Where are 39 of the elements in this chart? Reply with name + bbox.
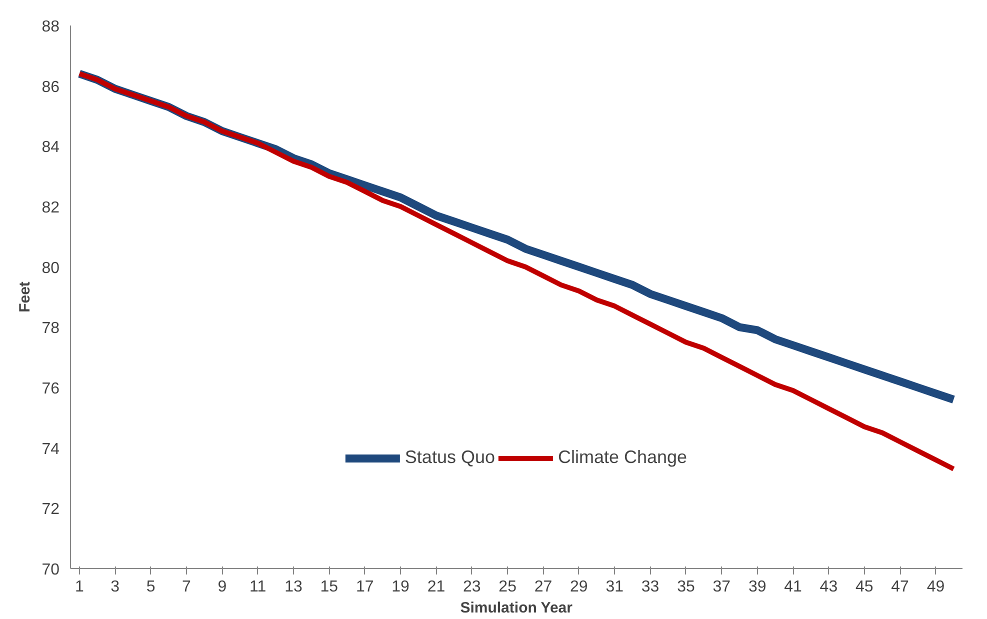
x-tick-label: 35 [677, 578, 695, 596]
y-tick-label: 80 [42, 260, 60, 277]
x-tick-label: 49 [926, 578, 945, 596]
x-tick-label: 21 [427, 578, 446, 596]
x-tick-label: 25 [498, 578, 517, 596]
y-tick-label: 78 [42, 320, 60, 338]
x-tick-label: 15 [320, 578, 338, 596]
x-tick-label: 45 [855, 578, 874, 596]
x-tick-label: 47 [891, 578, 910, 596]
x-tick-label: 19 [392, 578, 410, 596]
x-tick-label: 5 [146, 578, 156, 596]
x-tick-label: 27 [534, 578, 552, 596]
y-axis-title: Feet [16, 282, 34, 312]
x-tick-label: 17 [356, 578, 374, 596]
x-tick-label: 13 [284, 578, 302, 596]
x-tick-label: 37 [712, 578, 731, 596]
x-tick-label: 3 [110, 578, 120, 596]
y-tick-label: 72 [42, 501, 60, 518]
x-tick-label: 39 [748, 578, 766, 596]
x-tick-label: 41 [784, 578, 802, 596]
legend-label: Status Quo [404, 447, 495, 468]
y-tick-label: 88 [42, 18, 60, 36]
x-tick-label: 7 [182, 578, 192, 596]
y-tick-label: 82 [42, 200, 60, 216]
x-tick-label: 1 [74, 578, 84, 596]
x-tick-label: 29 [570, 578, 588, 596]
y-tick-label: 74 [42, 440, 60, 458]
x-tick-label: 31 [606, 578, 624, 596]
y-tick-label: 76 [42, 380, 60, 398]
x-tick-label: 9 [218, 578, 227, 596]
x-tick-label: 43 [820, 578, 838, 596]
y-tick-label: 86 [42, 78, 60, 96]
x-tick-label: 23 [463, 578, 481, 596]
x-tick-label: 11 [250, 578, 266, 596]
x-axis-title: Simulation Year [460, 600, 573, 616]
y-tick-label: 84 [42, 139, 60, 156]
y-tick-label: 70 [42, 562, 60, 578]
legend-label: Climate Change [558, 447, 688, 468]
x-tick-label: 33 [641, 578, 660, 596]
